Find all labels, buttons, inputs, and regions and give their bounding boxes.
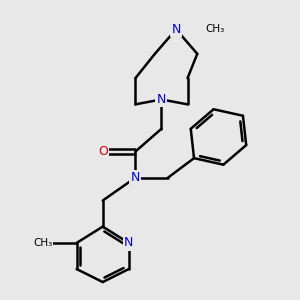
Text: N: N <box>130 171 140 184</box>
Text: N: N <box>124 236 134 249</box>
Text: CH₃: CH₃ <box>206 24 225 34</box>
Text: CH₃: CH₃ <box>33 238 52 248</box>
Text: N: N <box>171 23 181 36</box>
Text: O: O <box>98 145 108 158</box>
Text: N: N <box>157 93 166 106</box>
